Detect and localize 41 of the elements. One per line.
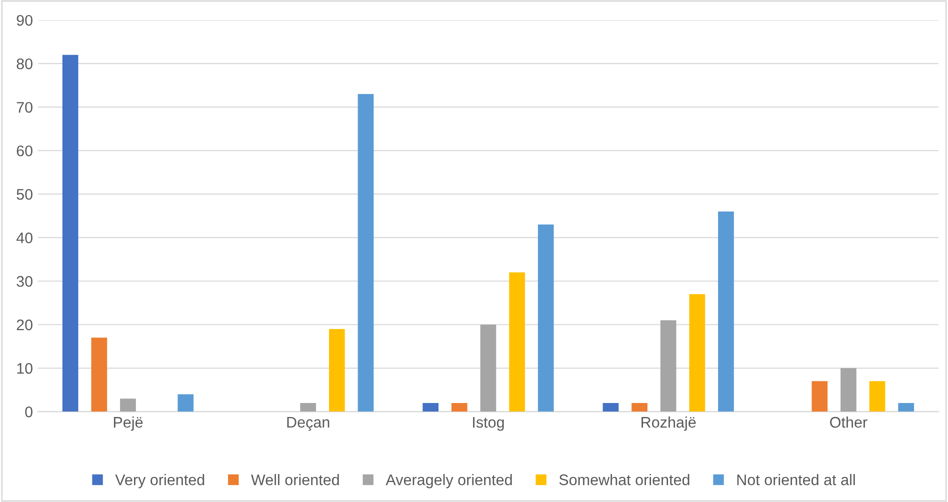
bar xyxy=(62,54,78,412)
y-tick-label: 40 xyxy=(16,232,32,244)
y-tick-label: 30 xyxy=(16,276,32,287)
bar xyxy=(898,402,914,412)
bar xyxy=(718,212,734,412)
y-tick-label: 50 xyxy=(16,188,32,200)
bar xyxy=(451,402,468,412)
y-tick-label: 0 xyxy=(25,406,32,418)
y-tick-label: 70 xyxy=(16,102,32,113)
y-tick-label: 10 xyxy=(17,363,32,374)
bar xyxy=(328,328,345,412)
x-tick-label: Other xyxy=(830,416,868,428)
bar xyxy=(178,394,194,412)
y-tick-label: 80 xyxy=(16,58,32,70)
x-tick-label: Pejë xyxy=(114,416,143,431)
bar xyxy=(632,402,648,412)
legend-label: Not oriented at all xyxy=(737,474,855,486)
bar xyxy=(358,94,374,412)
bar xyxy=(538,224,554,412)
bar xyxy=(120,398,136,412)
bar xyxy=(602,402,619,412)
legend-label: Somewhat oriented xyxy=(559,474,690,486)
bar xyxy=(869,381,886,412)
legend-label: Averagely oriented xyxy=(386,474,512,488)
bar xyxy=(91,338,108,412)
bar xyxy=(812,381,828,412)
bar xyxy=(422,402,439,412)
bar xyxy=(660,320,676,412)
y-tick-label: 90 xyxy=(16,14,32,26)
bar xyxy=(840,368,856,412)
bar xyxy=(480,324,496,412)
legend-label: Very oriented xyxy=(115,474,204,488)
x-tick-label: Rozhajë xyxy=(642,416,696,431)
y-tick-label: 60 xyxy=(16,145,32,156)
y-tick-label: 20 xyxy=(16,319,32,330)
legend-label: Well oriented xyxy=(251,474,339,486)
x-tick-label: Istog xyxy=(473,417,504,431)
bar xyxy=(689,294,706,412)
x-tick-label: Deçan xyxy=(287,416,330,431)
bar xyxy=(300,402,316,412)
bar xyxy=(509,272,525,412)
